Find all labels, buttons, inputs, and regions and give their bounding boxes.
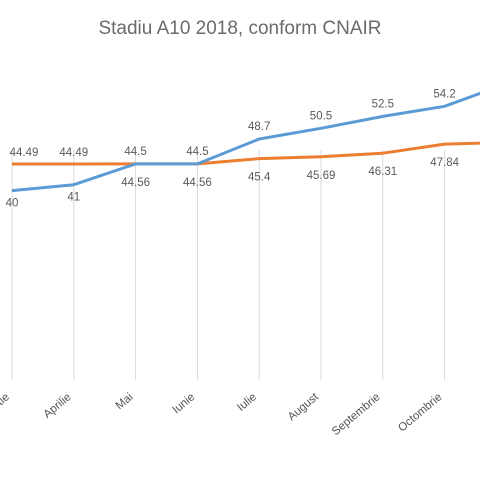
series-line-orange xyxy=(12,141,480,166)
data-label: 45.4 xyxy=(248,172,271,184)
gridlines xyxy=(11,150,446,380)
data-labels: 44.49 44.49 44.56 44.56 45.4 45.69 46.31 47.84 4… xyxy=(6,88,460,209)
data-label: 45.69 xyxy=(307,170,336,182)
data-label: 44.5 xyxy=(124,146,146,158)
data-label: 46.31 xyxy=(368,166,397,178)
data-label: 44.56 xyxy=(183,177,212,189)
x-tick-label: Iunie xyxy=(171,391,198,416)
x-axis-ticks: rtie Aprilie Mai Iunie Iulie August Septembrie… xyxy=(0,391,445,439)
data-label: 54.2 xyxy=(433,88,455,100)
x-tick-label: Septembrie xyxy=(330,391,383,438)
data-label: 44.49 xyxy=(59,147,88,159)
x-tick-label: Iulie xyxy=(235,391,259,414)
x-tick-label: August xyxy=(286,391,322,424)
data-label: 50.5 xyxy=(310,110,332,122)
x-tick-label: Aprilie xyxy=(42,391,74,421)
data-label: 44.49 xyxy=(10,147,39,159)
data-label: 44.56 xyxy=(121,177,150,189)
data-label: 48.7 xyxy=(248,121,270,133)
data-label: 40 xyxy=(6,198,19,210)
x-tick-label: Octombrie xyxy=(396,391,444,434)
chart-title: Stadiu A10 2018, conform CNAIR xyxy=(98,18,382,39)
data-label: 44.5 xyxy=(186,146,208,158)
x-tick-label: rtie xyxy=(0,391,12,410)
series-line-blue xyxy=(11,91,480,193)
x-tick-label: Mai xyxy=(114,391,136,412)
data-label: 47.84 xyxy=(430,157,459,169)
series-group xyxy=(11,91,480,193)
data-label: 52.5 xyxy=(372,98,394,110)
data-label: 41 xyxy=(67,192,80,204)
